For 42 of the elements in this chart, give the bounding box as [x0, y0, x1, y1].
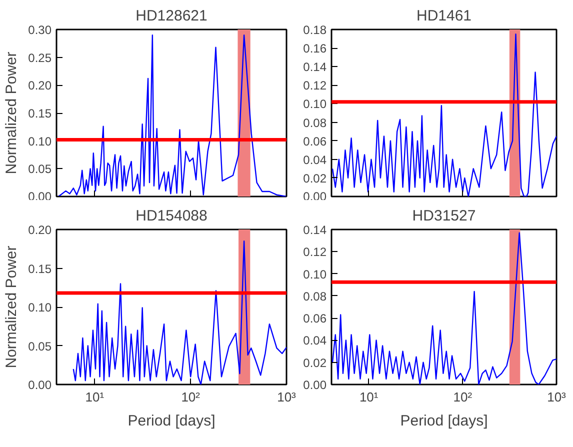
y-tick-label: 0.04 — [303, 334, 327, 348]
y-tick-label: 0.25 — [28, 50, 52, 65]
y-tick-label: 0.15 — [28, 262, 52, 276]
y-tick-label: 0.08 — [303, 116, 327, 130]
x-tick-label: 10¹ — [359, 390, 379, 404]
y-tick-label: 0.10 — [303, 267, 327, 282]
y-tick-label: 0.02 — [303, 356, 327, 370]
y-tick-label: 0.16 — [303, 42, 327, 56]
chart-title: HD128621 — [136, 8, 208, 24]
y-tick-label: 0.18 — [303, 23, 327, 37]
y-tick-label: 0.20 — [28, 78, 52, 93]
y-tick-label: 0.10 — [28, 300, 52, 314]
x-tick-label: 10³ — [547, 390, 567, 404]
y-tick-label: 0.30 — [28, 23, 52, 37]
y-tick-label: 0.00 — [303, 378, 327, 392]
x-axis-title: Period [days] — [400, 412, 488, 430]
chart-title: HD31527 — [412, 208, 476, 224]
y-tick-label: 0.00 — [28, 378, 52, 392]
y-tick-label: 0.20 — [28, 223, 52, 237]
x-axis-title: Period [days] — [128, 412, 216, 430]
x-tick-label: 10² — [181, 390, 201, 404]
y-tick-label: 0.02 — [303, 171, 327, 186]
y-tick-label: 0.06 — [303, 312, 327, 326]
y-tick-label: 0.10 — [28, 134, 52, 148]
y-axis-title: Normalized Power — [3, 246, 20, 368]
y-tick-label: 0.06 — [303, 134, 327, 148]
x-tick-label: 10¹ — [85, 390, 105, 404]
y-tick-label: 0.05 — [28, 339, 52, 354]
y-tick-label: 0.14 — [303, 60, 327, 74]
y-axis-title: Normalized Power — [3, 52, 20, 174]
y-tick-label: 0.14 — [303, 223, 327, 237]
chart-title: HD154088 — [136, 208, 208, 224]
y-tick-label: 0.10 — [303, 97, 327, 112]
y-tick-label: 0.05 — [28, 162, 52, 176]
x-tick-label: 10² — [453, 390, 473, 404]
y-tick-label: 0.04 — [303, 152, 327, 167]
x-tick-label: 10³ — [277, 390, 297, 404]
y-tick-label: 0.12 — [303, 245, 327, 260]
y-tick-label: 0.15 — [28, 106, 52, 120]
y-tick-label: 0.12 — [303, 78, 327, 93]
y-tick-label: 0.08 — [303, 289, 327, 304]
chart-title: HD1461 — [416, 8, 472, 24]
